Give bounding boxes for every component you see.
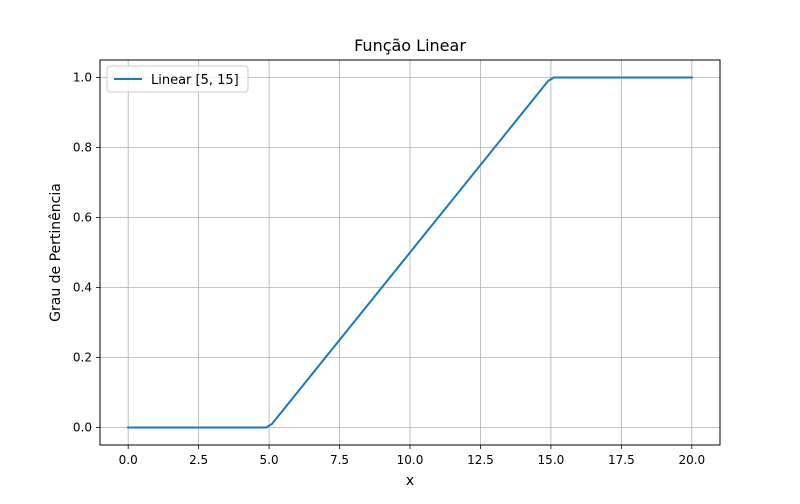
ticks: 0.0 2.5 5.0 7.5 10.0 12.5 15.0 17.5 20.0 0.0 0.2 0.…: [73, 71, 705, 468]
legend-label: Linear [5, 15]: [151, 73, 239, 88]
y-axis-label: Grau de Pertinência: [48, 183, 64, 322]
legend: Linear [5, 15]: [106, 65, 249, 93]
chart-title: Função Linear: [354, 36, 466, 55]
y-tick-label: 1.0: [73, 71, 92, 85]
y-tick-label: 0.0: [73, 421, 92, 435]
x-tick-label: 5.0: [260, 453, 279, 467]
y-tick-label: 0.4: [73, 281, 92, 295]
y-tick-label: 0.8: [73, 141, 92, 155]
x-tick-label: 15.0: [538, 453, 565, 467]
x-tick-label: 2.5: [189, 453, 208, 467]
series-line-0: [127, 76, 693, 429]
x-axis-label: x: [406, 473, 414, 489]
x-tick-label: 0.0: [119, 453, 138, 467]
x-tick-label: 12.5: [467, 453, 494, 467]
x-tick-label: 7.5: [330, 453, 349, 467]
x-tick-label: 20.0: [678, 453, 705, 467]
series-layer: [127, 76, 693, 429]
x-tick-label: 17.5: [608, 453, 635, 467]
x-tick-label: 10.0: [397, 453, 424, 467]
legend-box: [106, 65, 249, 93]
grid: [100, 60, 720, 445]
y-tick-label: 0.6: [73, 211, 92, 225]
y-tick-label: 0.2: [73, 351, 92, 365]
